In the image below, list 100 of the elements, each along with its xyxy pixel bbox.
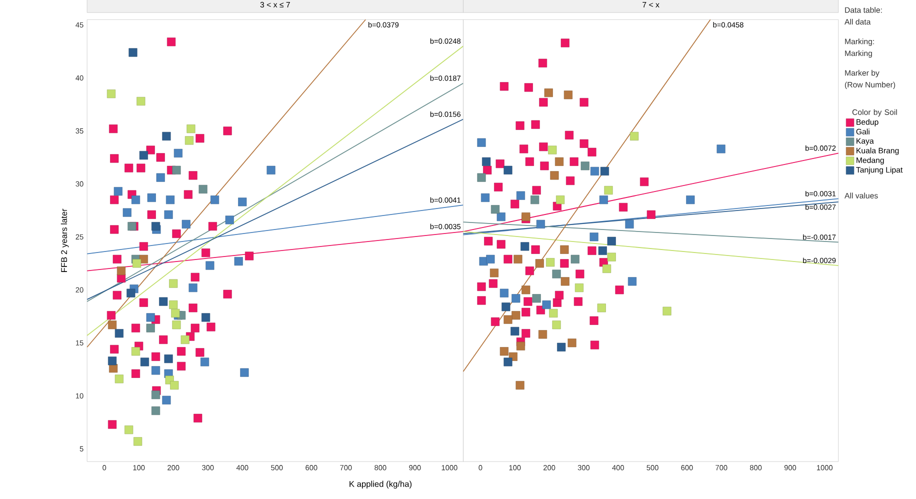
point xyxy=(560,259,569,268)
point xyxy=(504,166,512,174)
point xyxy=(126,288,136,298)
point xyxy=(162,396,171,404)
point xyxy=(477,296,486,305)
point xyxy=(538,58,548,68)
point xyxy=(164,354,173,364)
point xyxy=(234,257,243,266)
point xyxy=(172,229,181,238)
point xyxy=(500,288,508,298)
point xyxy=(557,342,566,352)
point xyxy=(180,335,190,344)
point xyxy=(484,236,493,246)
point xyxy=(190,272,200,282)
point xyxy=(171,308,180,318)
point xyxy=(602,264,612,274)
point xyxy=(502,302,510,312)
point xyxy=(151,366,160,375)
point xyxy=(108,356,117,366)
point xyxy=(156,153,165,162)
point xyxy=(552,270,561,278)
point xyxy=(240,368,249,377)
point xyxy=(223,290,232,298)
point xyxy=(490,268,498,278)
point xyxy=(556,196,565,204)
point xyxy=(530,196,540,204)
point xyxy=(496,160,504,168)
point xyxy=(546,258,555,267)
point xyxy=(510,200,520,208)
point xyxy=(549,308,558,318)
point xyxy=(156,173,165,182)
point xyxy=(159,335,168,344)
point xyxy=(580,98,588,107)
point xyxy=(496,212,506,222)
point xyxy=(208,222,217,231)
point xyxy=(170,381,179,390)
point xyxy=(532,186,541,195)
point xyxy=(560,245,569,254)
point xyxy=(625,220,634,229)
point xyxy=(531,120,540,129)
point xyxy=(580,139,588,148)
point xyxy=(590,166,599,176)
point xyxy=(564,90,572,100)
point xyxy=(139,298,148,307)
point xyxy=(190,324,200,332)
point xyxy=(482,157,491,166)
point xyxy=(615,286,624,294)
point xyxy=(108,420,117,429)
point xyxy=(516,381,524,390)
y-axis-title: FFB 2 years later xyxy=(60,208,69,272)
point xyxy=(552,298,562,307)
point xyxy=(619,203,628,212)
point xyxy=(223,126,232,136)
point xyxy=(550,171,559,180)
point xyxy=(196,134,204,143)
point xyxy=(590,232,598,242)
point xyxy=(538,330,548,339)
point xyxy=(510,327,520,336)
point xyxy=(630,132,639,141)
point xyxy=(266,166,276,174)
point xyxy=(504,315,512,324)
point xyxy=(604,186,613,195)
point xyxy=(504,254,512,264)
point xyxy=(110,225,119,234)
point xyxy=(576,270,584,278)
point xyxy=(574,297,582,306)
point xyxy=(110,345,119,354)
point xyxy=(177,362,186,371)
point xyxy=(188,284,198,292)
point xyxy=(198,184,208,194)
point xyxy=(210,196,220,204)
point xyxy=(151,352,160,361)
point xyxy=(206,322,216,332)
point xyxy=(532,294,541,303)
point xyxy=(590,316,598,325)
point xyxy=(182,220,190,229)
point xyxy=(132,259,142,268)
point xyxy=(525,157,534,166)
point xyxy=(686,196,695,204)
point xyxy=(146,146,155,154)
point xyxy=(139,242,148,251)
point xyxy=(570,254,580,264)
point xyxy=(504,358,512,366)
point xyxy=(110,154,119,163)
point xyxy=(490,205,500,214)
point xyxy=(140,358,149,366)
point xyxy=(200,358,210,366)
point xyxy=(522,286,530,294)
point xyxy=(490,317,500,326)
point xyxy=(488,279,498,288)
point xyxy=(524,297,532,306)
point xyxy=(151,222,160,231)
point xyxy=(564,130,574,140)
point xyxy=(147,193,156,202)
point xyxy=(607,252,616,262)
point xyxy=(166,196,175,204)
point xyxy=(106,90,116,98)
point xyxy=(640,178,649,186)
point xyxy=(139,254,148,264)
point xyxy=(114,187,122,196)
